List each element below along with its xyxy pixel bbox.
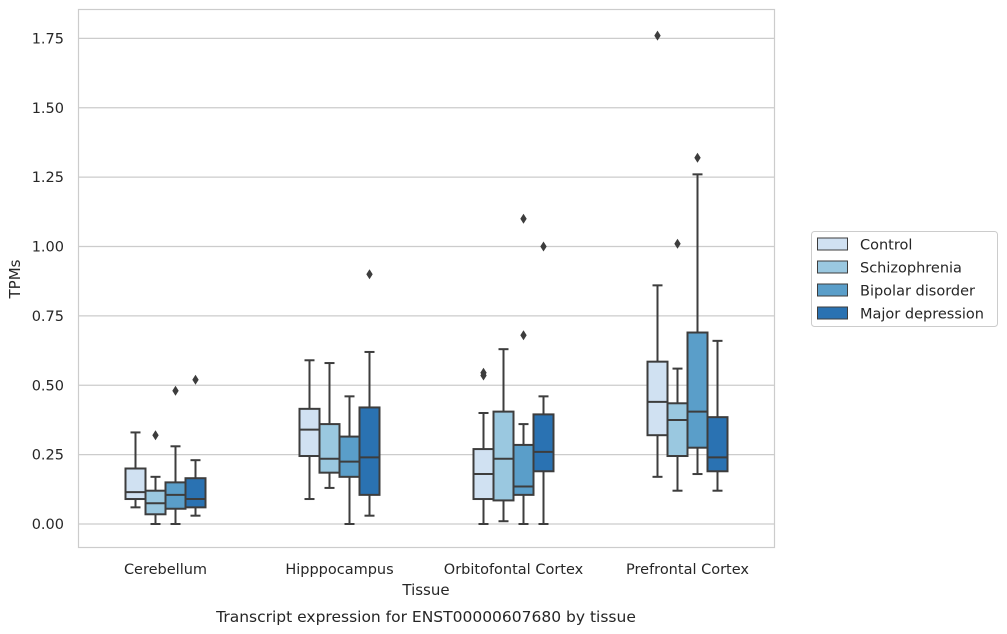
legend: Control Schizophrenia Bipolar disorder Majo… (811, 231, 998, 327)
iqr-box (666, 402, 689, 458)
outlier-point (540, 241, 547, 252)
y-tick-label: 1.50 (32, 101, 64, 117)
legend-frame (811, 231, 998, 327)
outlier-point (654, 30, 661, 41)
box-control (472, 367, 495, 525)
box-bipolar-disorder (512, 213, 535, 525)
y-tick-label: 0.75 (32, 309, 64, 325)
box-control (646, 30, 669, 478)
box-bipolar-disorder (686, 152, 709, 476)
outlier-point (674, 238, 681, 249)
outlier-point (192, 374, 199, 385)
x-tick-label: Cerebellum (124, 562, 207, 578)
y-tick-label: 1.75 (32, 31, 64, 47)
legend-label: Major depression (860, 307, 984, 323)
iqr-box (706, 416, 729, 473)
box-control (124, 431, 147, 509)
box-bipolar-disorder (164, 385, 187, 525)
box-schizophrenia (666, 238, 689, 492)
x-axis-ticks: Cerebellum Hipppocampus Orbitofontal Corte… (124, 562, 749, 578)
iqr-box (124, 467, 147, 501)
gridlines (78, 37, 775, 525)
x-axis-label: Tissue (401, 581, 449, 599)
y-axis-label: TPMs (6, 259, 24, 299)
iqr-box (492, 410, 515, 502)
legend-swatch (817, 283, 848, 297)
outlier-point (520, 330, 527, 341)
chart-caption: Transcript expression for ENST0000060768… (215, 608, 636, 626)
y-tick-label: 1.25 (32, 170, 64, 186)
iqr-box (686, 331, 709, 449)
legend-swatch (817, 260, 848, 274)
box-schizophrenia (492, 348, 515, 523)
plot-frame (77, 8, 776, 549)
iqr-box (358, 406, 381, 496)
y-tick-label: 1.00 (32, 240, 64, 256)
y-tick-label: 0.25 (32, 448, 64, 464)
x-tick-label: Hipppocampus (285, 562, 393, 578)
iqr-box (298, 407, 321, 458)
box-major-depression (706, 339, 729, 492)
legend-swatch (817, 306, 848, 320)
box-major-depression (532, 241, 555, 525)
box-plot-area (124, 30, 729, 525)
y-tick-label: 0.00 (32, 517, 64, 533)
iqr-box (184, 477, 207, 509)
outlier-point (480, 367, 487, 378)
y-tick-label: 0.50 (32, 378, 64, 394)
legend-swatch (817, 237, 848, 251)
outlier-point (520, 213, 527, 224)
box-control (298, 359, 321, 501)
iqr-box (338, 435, 361, 478)
legend-label: Bipolar disorder (860, 284, 975, 300)
x-tick-label: Orbitofontal Cortex (444, 562, 584, 578)
box-schizophrenia (318, 362, 341, 489)
outlier-point (152, 430, 159, 441)
x-tick-label: Prefrontal Cortex (626, 562, 749, 578)
y-axis-ticks: 0.00 0.25 0.50 0.75 1.00 1.25 1.50 1.75 (32, 31, 64, 533)
box-bipolar-disorder (338, 395, 361, 525)
outlier-point (694, 152, 701, 163)
box-schizophrenia (144, 430, 167, 525)
iqr-box (646, 360, 669, 437)
iqr-box (318, 423, 341, 474)
iqr-box (532, 413, 555, 473)
box-major-depression (358, 269, 381, 517)
outlier-point (172, 385, 179, 396)
legend-label: Control (860, 238, 912, 254)
box-major-depression (184, 374, 207, 517)
outlier-point (366, 269, 373, 280)
legend-label: Schizophrenia (860, 261, 962, 277)
